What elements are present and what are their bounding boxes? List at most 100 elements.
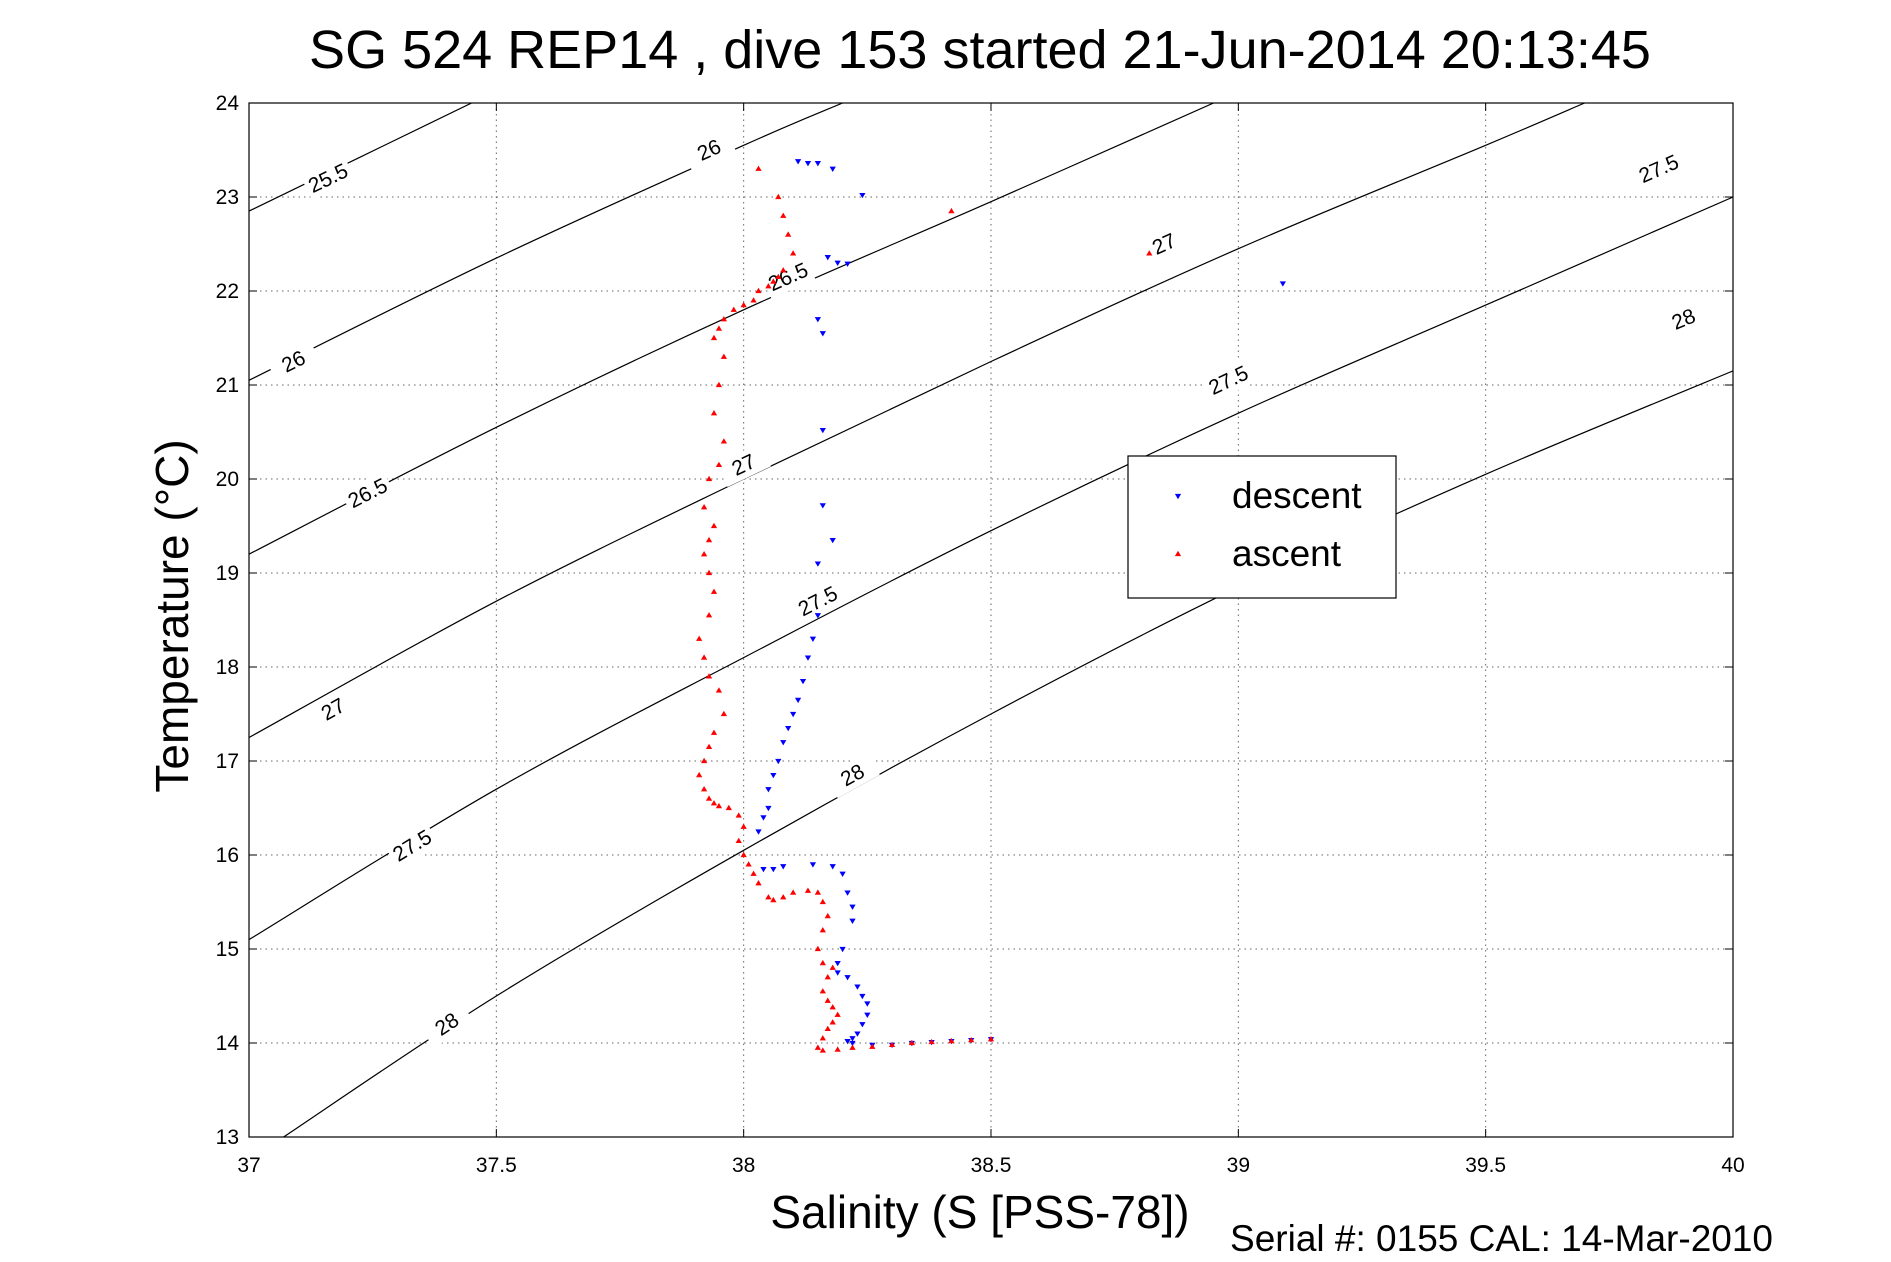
isopycnal-line: [249, 196, 1733, 941]
ascent-point: [804, 887, 812, 893]
descent-point: [824, 255, 831, 261]
descent-point: [819, 427, 826, 434]
ascent-point: [755, 880, 762, 886]
descent-point: [849, 918, 856, 924]
x-tick-label: 39.5: [1465, 1154, 1506, 1177]
ascent-point: [987, 1036, 995, 1042]
ascent-point: [705, 673, 713, 679]
descent-point: [804, 655, 812, 661]
ascent-point: [755, 165, 762, 171]
descent-point: [854, 1031, 861, 1037]
y-tick-label: 24: [216, 92, 240, 115]
descent-point: [760, 866, 767, 873]
x-tick-label: 40: [1721, 1154, 1744, 1177]
ascent-point: [715, 802, 723, 809]
ascent-point: [869, 1043, 876, 1049]
series-ascent: [696, 165, 1153, 1053]
descent-point: [859, 1022, 866, 1028]
contour-label-background: [681, 128, 737, 172]
ascent-point: [790, 889, 797, 895]
descent-point: [760, 815, 767, 821]
ascent-point: [705, 536, 713, 543]
descent-point: [859, 993, 866, 1000]
descent-point: [849, 904, 856, 910]
y-tick-label: 19: [216, 562, 239, 585]
descent-point: [755, 829, 762, 835]
density-contour-labels: 25.5262626.526.527272727.527.527.527.528…: [266, 128, 1711, 1049]
ascent-point: [814, 945, 821, 952]
ascent-point: [790, 250, 797, 256]
plot-area: 25.5262626.526.527272727.527.527.527.528…: [216, 92, 1745, 1177]
descent-point: [839, 946, 846, 953]
descent-point: [839, 871, 846, 877]
ascent-point: [765, 283, 772, 289]
ascent-point: [1146, 250, 1153, 256]
y-tick-label: 17: [216, 750, 239, 773]
ascent-point: [755, 287, 762, 294]
ascent-point: [700, 504, 708, 510]
descent-point: [809, 862, 817, 868]
descent-point: [765, 805, 772, 812]
descent-point: [814, 613, 821, 619]
x-tick-label: 37: [237, 1154, 260, 1177]
ascent-point: [780, 894, 787, 900]
isopycnal-line: [249, 103, 843, 381]
descent-point: [844, 261, 851, 267]
ascent-point: [715, 687, 723, 693]
ascent-point: [948, 1037, 955, 1044]
ascent-point: [700, 654, 708, 660]
ascent-point: [775, 193, 782, 200]
descent-point: [794, 697, 802, 704]
descent-point: [844, 890, 851, 896]
descent-point: [854, 984, 861, 990]
ascent-point: [705, 475, 713, 482]
descent-point: [829, 864, 836, 870]
ascent-point: [770, 278, 777, 284]
ascent-point: [888, 1041, 896, 1047]
legend-marker-descent: [1174, 493, 1182, 500]
isopycnal-line: [249, 103, 472, 212]
ascent-point: [829, 1019, 836, 1025]
data-points: [696, 159, 1286, 1053]
x-axis-label: Salinity (S [PSS-78]): [770, 1186, 1189, 1238]
descent-point: [844, 1039, 851, 1045]
ascent-point: [740, 851, 747, 858]
ascent-point: [720, 316, 728, 322]
contour-label-background: [825, 752, 880, 799]
ascent-point: [710, 410, 718, 416]
legend-label-ascent: ascent: [1232, 533, 1342, 574]
ascent-point: [819, 898, 826, 905]
ascent-point: [740, 823, 747, 829]
ascent-point: [715, 325, 723, 331]
ascent-point: [834, 1046, 841, 1052]
descent-point: [780, 864, 787, 870]
ascent-point: [705, 569, 713, 576]
y-axis-label: Temperature (°C): [146, 439, 198, 792]
x-axis-ticks: 37 37.5 38 38.5 39 39.5 40: [237, 103, 1745, 1177]
ascent-point: [720, 438, 728, 444]
descent-point: [765, 787, 772, 793]
ascent-point: [819, 927, 826, 933]
ascent-point: [710, 588, 718, 594]
y-tick-label: 21: [216, 374, 239, 397]
descent-point: [819, 503, 826, 509]
isopycnal-line: [249, 103, 1214, 555]
contour-label-background: [300, 156, 356, 201]
ascent-point: [819, 1047, 826, 1053]
descent-point: [814, 561, 821, 567]
ascent-point: [824, 974, 831, 980]
chart-title: SG 524 REP14 , dive 153 started 21-Jun-2…: [309, 20, 1651, 80]
ascent-point: [829, 964, 836, 970]
ascent-point: [849, 1044, 856, 1050]
descent-point: [834, 960, 841, 967]
y-tick-label: 13: [216, 1126, 239, 1149]
descent-point: [804, 161, 812, 167]
ascent-point: [710, 800, 718, 806]
descent-point: [819, 331, 826, 337]
contour-label-background: [340, 470, 396, 516]
ascent-point: [720, 353, 728, 359]
isopycnal-line: [249, 103, 1585, 739]
ascent-point: [705, 743, 713, 750]
ascent-point: [824, 1025, 831, 1032]
